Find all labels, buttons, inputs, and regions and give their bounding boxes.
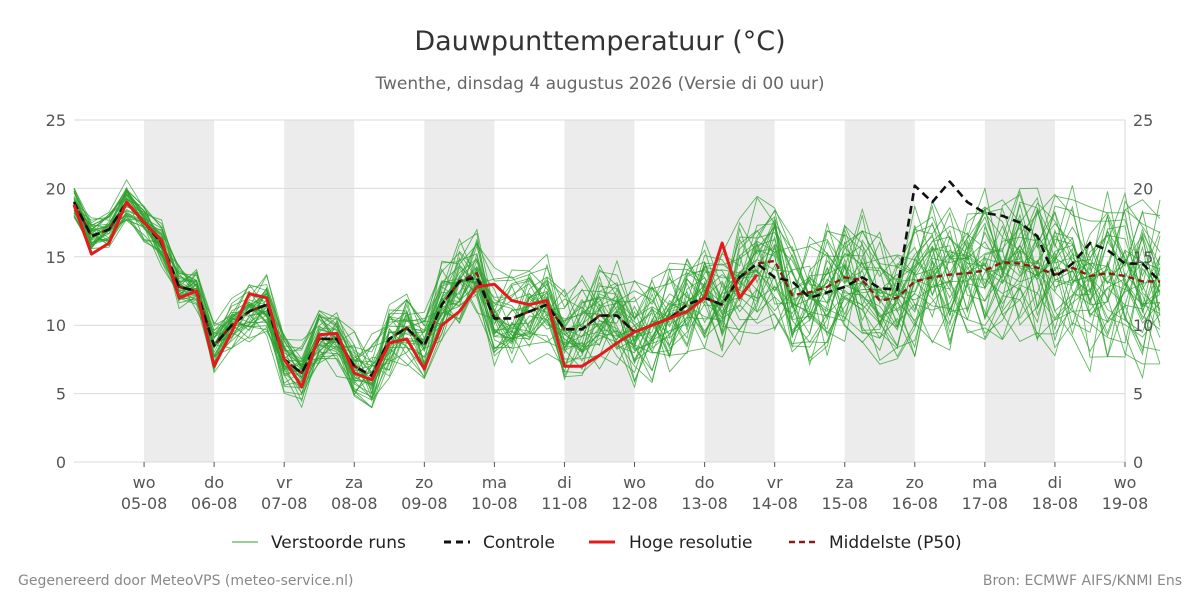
x-tick-day: za — [836, 473, 854, 492]
x-tick-day: wo — [1114, 473, 1137, 492]
x-tick-date: 15-08 — [821, 494, 868, 513]
x-tick-day: zo — [415, 473, 433, 492]
y-tick-label-left: 5 — [56, 385, 66, 404]
ensemble-member-line — [73, 185, 1161, 371]
x-tick-day: do — [204, 473, 224, 492]
x-tick-date: 06-08 — [191, 494, 238, 513]
x-tick-day: do — [695, 473, 715, 492]
y-tick-label-right: 0 — [1133, 453, 1143, 472]
x-tick-date: 14-08 — [751, 494, 798, 513]
x-tick-date: 19-08 — [1102, 494, 1149, 513]
x-tick-day: di — [1048, 473, 1063, 492]
x-tick-date: 09-08 — [401, 494, 448, 513]
ensemble-member-line — [73, 189, 1161, 362]
ensemble-member-line — [73, 179, 1161, 379]
shaded-day-band — [284, 120, 355, 462]
x-tick-day: wo — [133, 473, 156, 492]
ensemble-lines — [73, 179, 1161, 409]
shaded-day-band — [704, 120, 775, 462]
x-tick-date: 12-08 — [611, 494, 658, 513]
x-tick-day: zo — [906, 473, 924, 492]
series-line-hoge-resolutie — [72, 200, 759, 389]
x-tick-date: 07-08 — [261, 494, 308, 513]
x-tick-date: 08-08 — [331, 494, 378, 513]
axes: 0 0 5 5 10 10 15 15 20 20 25 25 wo 05-08 do 06-08 vr 07-0… — [46, 111, 1154, 513]
x-tick-day: wo — [623, 473, 646, 492]
y-tick-label-right: 10 — [1133, 316, 1153, 335]
x-tick-date: 13-08 — [681, 494, 728, 513]
y-tick-label-left: 0 — [56, 453, 66, 472]
y-tick-label-right: 20 — [1133, 179, 1153, 198]
legend-label-control: Controle — [483, 533, 555, 553]
x-tick-date: 17-08 — [962, 494, 1009, 513]
y-tick-label-right: 25 — [1133, 111, 1153, 130]
y-tick-label-right: 5 — [1133, 385, 1143, 404]
x-tick-day: di — [557, 473, 572, 492]
ensemble-member-line — [73, 204, 1161, 398]
legend-label-median: Middelste (P50) — [829, 533, 962, 553]
legend: Verstoorde runs Controle Hoge resolutie … — [232, 533, 962, 553]
x-tick-day: ma — [972, 473, 997, 492]
ensemble-member-line — [73, 194, 1161, 370]
ensemble-member-line — [73, 190, 1161, 381]
x-tick-day: vr — [276, 473, 292, 492]
ensemble-member-line — [73, 190, 1161, 379]
x-tick-day: ma — [482, 473, 507, 492]
y-tick-label-left: 25 — [46, 111, 66, 130]
ensemble-member-line — [73, 203, 1161, 402]
legend-label-hires: Hoge resolutie — [629, 533, 753, 553]
x-tick-date: 18-08 — [1032, 494, 1079, 513]
x-tick-date: 05-08 — [121, 494, 168, 513]
ensemble-member-line — [73, 196, 1161, 396]
x-tick-date: 16-08 — [892, 494, 939, 513]
ensemble-member-line — [73, 216, 1161, 401]
x-tick-date: 11-08 — [541, 494, 588, 513]
chart-subtitle: Twenthe, dinsdag 4 augustus 2026 (Versie… — [374, 74, 824, 94]
chart-title: Dauwpunttemperatuur (°C) — [414, 26, 785, 57]
series-line-controle — [72, 180, 1161, 378]
ensemble-member-line — [73, 198, 1161, 386]
footer-credit: Gegenereerd door MeteoVPS (meteo-service… — [18, 573, 353, 589]
ensemble-member-line — [73, 216, 1161, 403]
ensemble-member-line — [73, 209, 1161, 396]
y-tick-label-left: 15 — [46, 248, 66, 267]
legend-label-ensemble: Verstoorde runs — [271, 533, 406, 553]
y-tick-label-right: 15 — [1133, 248, 1153, 267]
x-tick-day: za — [345, 473, 363, 492]
y-tick-label-left: 20 — [46, 179, 66, 198]
footer-source: Bron: ECMWF AIFS/KNMI Ens — [983, 573, 1182, 589]
x-tick-date: 10-08 — [471, 494, 518, 513]
ensemble-member-line — [73, 193, 1161, 395]
x-tick-day: vr — [767, 473, 783, 492]
y-tick-label-left: 10 — [46, 316, 66, 335]
series-lines — [72, 180, 1161, 389]
